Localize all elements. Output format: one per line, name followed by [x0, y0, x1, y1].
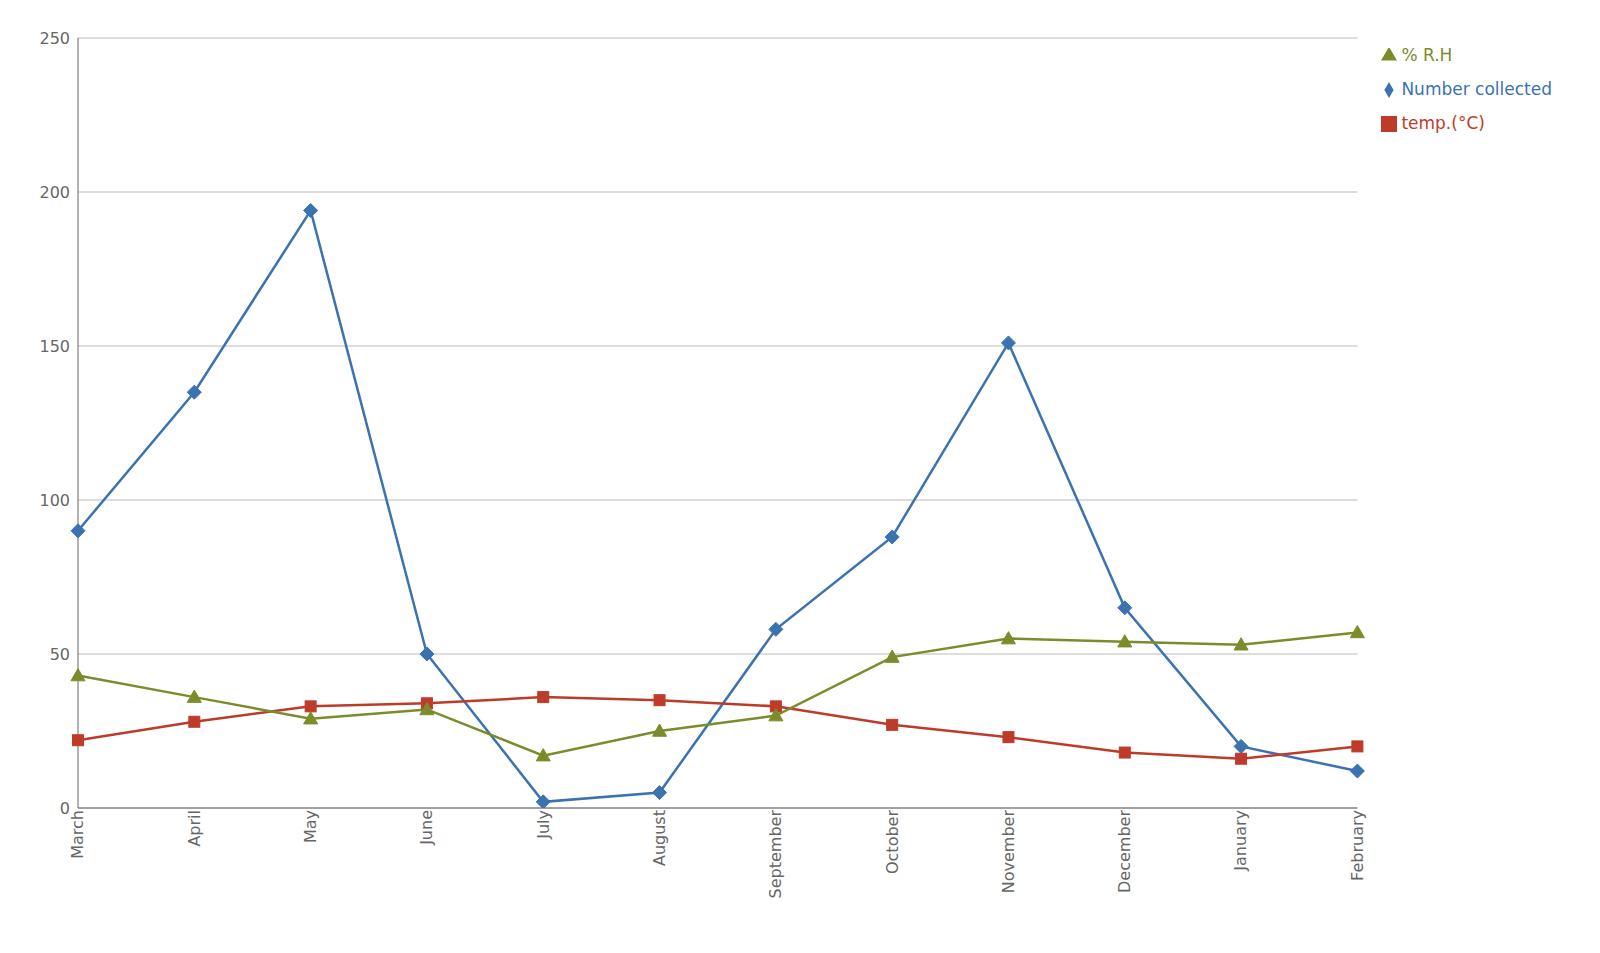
svg-text:February: February: [1348, 810, 1367, 881]
svg-text:250: 250: [39, 29, 70, 48]
svg-text:150: 150: [39, 337, 70, 356]
svg-text:0: 0: [60, 799, 70, 818]
svg-text:June: June: [417, 810, 436, 846]
svg-text:March: March: [68, 810, 87, 859]
svg-text:200: 200: [39, 183, 70, 202]
svg-text:August: August: [650, 810, 669, 866]
svg-text:December: December: [1115, 810, 1134, 893]
svg-text:100: 100: [39, 491, 70, 510]
svg-text:50: 50: [50, 645, 70, 664]
svg-text:November: November: [999, 810, 1018, 894]
svg-text:July: July: [534, 810, 553, 840]
svg-text:April: April: [185, 810, 204, 847]
html-text:Number collected: Number collected: [1401, 79, 1552, 99]
html-text:% R.H: % R.H: [1401, 45, 1453, 65]
svg-text:October: October: [883, 810, 902, 874]
svg-text:September: September: [766, 810, 785, 899]
html-text:temp.(°C): temp.(°C): [1401, 113, 1485, 133]
svg-text:May: May: [301, 810, 320, 843]
svg-text:January: January: [1231, 810, 1250, 872]
